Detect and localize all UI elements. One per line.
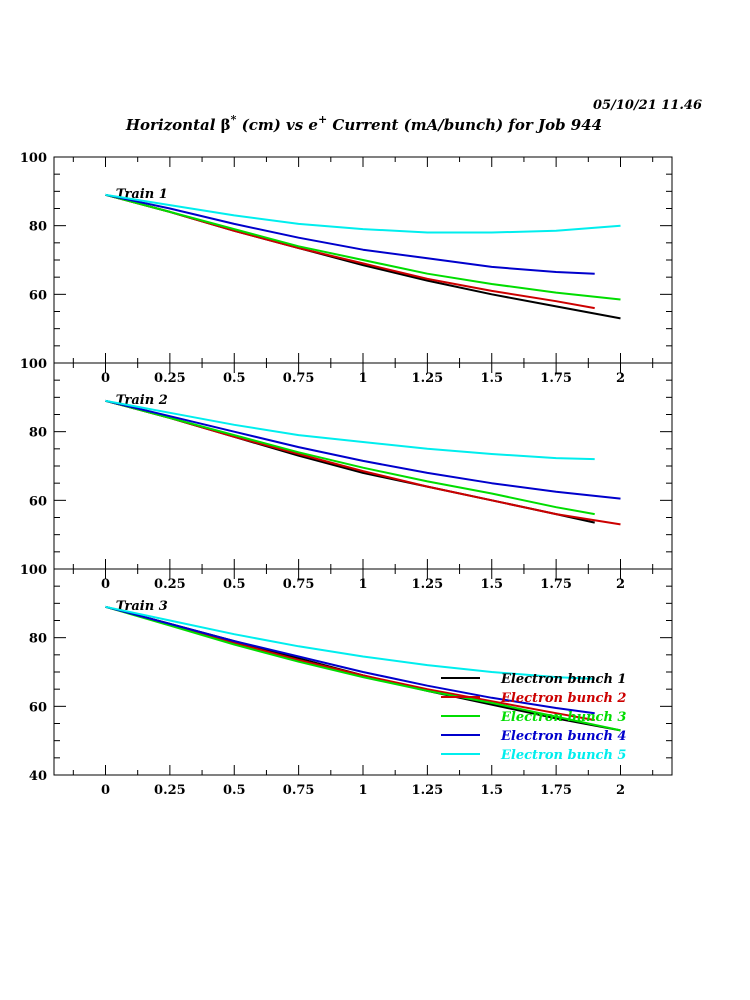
series-line-bunch-5 — [105, 193, 621, 234]
chart-title: Horizontal β* (cm) vs e+ Current (mA/bun… — [125, 113, 602, 134]
x-tick-label: 0.75 — [283, 577, 315, 592]
x-tick-label: 0.5 — [223, 371, 246, 386]
x-tick-label: 1 — [358, 371, 367, 386]
y-tick-label: 80 — [29, 632, 47, 647]
series-line-bunch-4 — [105, 399, 621, 500]
series-line-bunch-4 — [105, 605, 595, 715]
x-tick-label: 1.5 — [480, 371, 503, 386]
legend: Electron bunch 1 Electron bunch 2 Electron… — [441, 672, 626, 763]
x-tick-label: 0 — [101, 371, 110, 386]
series-line-bunch-5 — [105, 605, 595, 680]
x-tick-label: 1.5 — [480, 577, 503, 592]
y-tick-label: 100 — [20, 563, 47, 578]
legend-label-bunch-1: Electron bunch 1 — [500, 672, 626, 687]
series-line-bunch-3 — [105, 193, 621, 301]
timestamp: 05/10/21 11.46 — [593, 98, 702, 113]
x-tick-label: 0.5 — [223, 783, 246, 798]
x-tick-label: 0.25 — [154, 371, 186, 386]
x-tick-label: 1.25 — [412, 783, 444, 798]
x-tick-label: 1.25 — [412, 577, 444, 592]
x-tick-label: 0.25 — [154, 577, 186, 592]
x-tick-label: 1.5 — [480, 783, 503, 798]
x-tick-label: 0.75 — [283, 371, 315, 386]
x-tick-label: 1 — [358, 577, 367, 592]
y-tick-label: 60 — [29, 288, 47, 303]
x-tick-label: 0.25 — [154, 783, 186, 798]
series-line-bunch-4 — [105, 193, 595, 275]
y-tick-label: 60 — [29, 700, 47, 715]
x-tick-label: 0.75 — [283, 783, 315, 798]
title-beta: β — [221, 116, 231, 134]
series-line-bunch-2 — [105, 193, 595, 310]
y-tick-label: 60 — [29, 494, 47, 509]
title-e-superscript: + — [318, 113, 327, 126]
legend-label-bunch-5: Electron bunch 5 — [500, 748, 626, 763]
panel-label: Train 3 — [116, 599, 168, 614]
x-tick-label: 2 — [616, 783, 625, 798]
x-tick-label: 1.75 — [540, 371, 572, 386]
title-middle: (cm) vs e — [236, 116, 318, 134]
series-line-bunch-3 — [105, 605, 621, 732]
legend-label-bunch-2: Electron bunch 2 — [500, 691, 626, 706]
series-line-bunch-3 — [105, 399, 595, 516]
x-tick-label: 1 — [358, 783, 367, 798]
legend-label-bunch-3: Electron bunch 3 — [500, 710, 626, 725]
x-tick-label: 2 — [616, 371, 625, 386]
y-tick-label: 80 — [29, 220, 47, 235]
x-tick-label: 1.75 — [540, 783, 572, 798]
y-tick-label: 100 — [20, 151, 47, 166]
x-tick-label: 1.25 — [412, 371, 444, 386]
y-tick-label: 80 — [29, 426, 47, 441]
legend-label-bunch-4: Electron bunch 4 — [500, 729, 626, 744]
y-tick-label: 100 — [20, 357, 47, 372]
series-line-bunch-5 — [105, 399, 595, 461]
title-beta-superscript: * — [231, 113, 237, 126]
x-tick-label: 0 — [101, 577, 110, 592]
title-suffix: Current (mA/bunch) for Job 944 — [327, 116, 602, 134]
title-prefix: Horizontal — [125, 116, 221, 134]
y-tick-label: 40 — [29, 769, 47, 784]
x-tick-label: 1.75 — [540, 577, 572, 592]
x-tick-label: 2 — [616, 577, 625, 592]
x-tick-label: 0.5 — [223, 577, 246, 592]
x-tick-label: 0 — [101, 783, 110, 798]
panel-train-3: 100 80 60 40 0 0.25 0.5 0.75 1 1.25 1.5 1.75 2 Train … — [20, 563, 673, 798]
